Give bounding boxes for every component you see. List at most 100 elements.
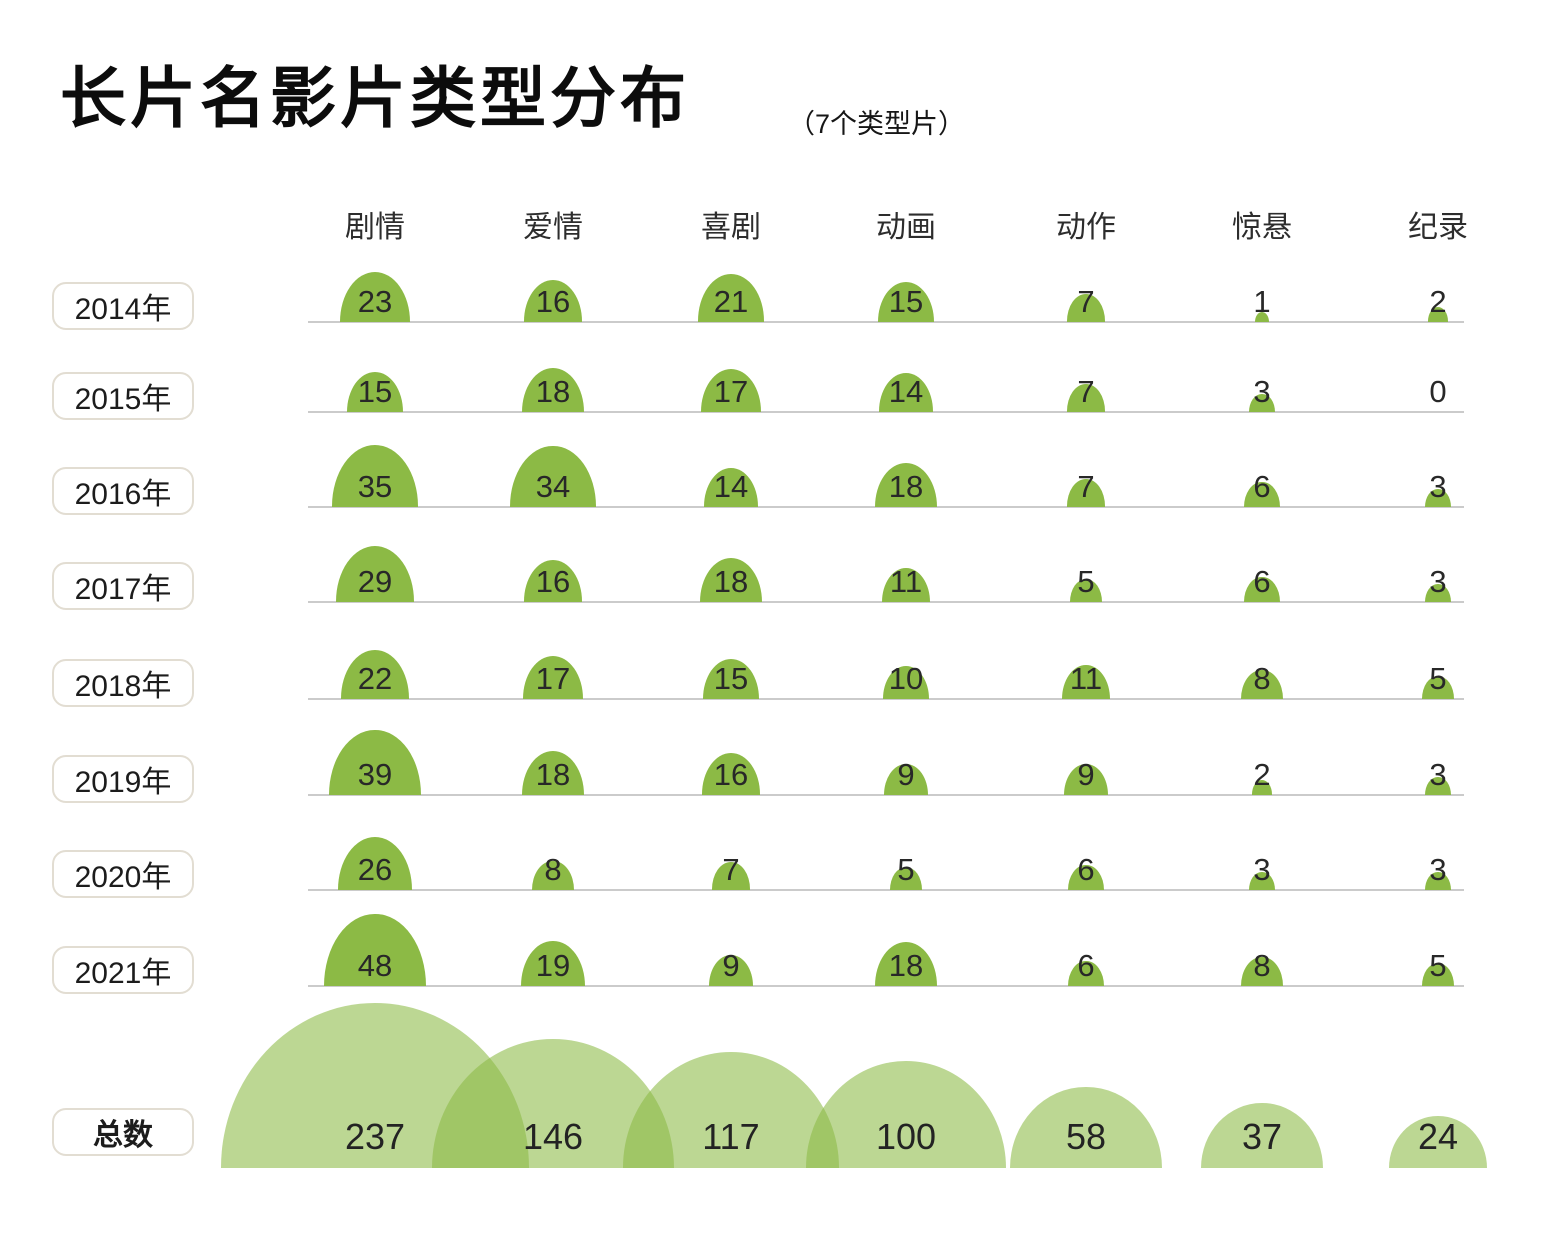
total-value-label: 146 xyxy=(522,1116,584,1157)
value-label: 2 xyxy=(1253,757,1271,792)
value-label: 15 xyxy=(713,661,749,696)
row-baseline xyxy=(308,985,1464,987)
total-pill: 总数 xyxy=(52,1108,194,1156)
value-label: 21 xyxy=(713,284,749,319)
value-label: 3 xyxy=(1253,852,1271,887)
genre-header: 惊悬 xyxy=(1232,211,1292,244)
genre-header: 动作 xyxy=(1056,211,1116,244)
year-pill: 2016年 xyxy=(52,467,194,515)
total-value-label: 237 xyxy=(344,1116,406,1157)
value-label: 14 xyxy=(888,374,924,409)
value-label: 16 xyxy=(713,757,749,792)
dome xyxy=(1069,578,1103,602)
genre-header: 纪录 xyxy=(1408,211,1468,244)
dome xyxy=(889,866,923,890)
value-label: 18 xyxy=(535,757,571,792)
value-label: 7 xyxy=(1077,469,1095,504)
value-label: 17 xyxy=(713,374,749,409)
value-label: 9 xyxy=(1077,757,1095,792)
value-label: 15 xyxy=(357,374,393,409)
year-pill: 2020年 xyxy=(52,850,194,898)
value-label: 16 xyxy=(535,284,571,319)
year-pill: 2018年 xyxy=(52,659,194,707)
total-value-label: 100 xyxy=(875,1116,937,1157)
total-value-label: 24 xyxy=(1417,1116,1459,1157)
value-label: 18 xyxy=(535,374,571,409)
row-baseline xyxy=(308,698,1464,700)
value-label: 29 xyxy=(357,564,393,599)
value-label: 6 xyxy=(1077,948,1095,983)
value-label: 48 xyxy=(357,948,393,983)
value-label: 11 xyxy=(1069,661,1103,696)
genre-header: 剧情 xyxy=(345,211,405,244)
value-label: 9 xyxy=(897,757,915,792)
value-label: 3 xyxy=(1429,564,1447,599)
row-baseline xyxy=(308,506,1464,508)
value-label: 39 xyxy=(357,757,393,792)
value-label: 8 xyxy=(544,852,562,887)
value-label: 10 xyxy=(888,661,924,696)
value-label: 7 xyxy=(1077,284,1095,319)
chart-subtitle: （7个类型片） xyxy=(788,109,966,139)
value-label: 17 xyxy=(535,661,571,696)
value-label: 22 xyxy=(357,661,393,696)
year-pill: 2019年 xyxy=(52,755,194,803)
total-value-label: 37 xyxy=(1241,1116,1283,1157)
dome xyxy=(1251,780,1273,795)
value-label: 15 xyxy=(888,284,924,319)
year-pill: 2015年 xyxy=(52,372,194,420)
dome xyxy=(1421,675,1455,699)
value-label: 7 xyxy=(1077,374,1095,409)
value-label: 6 xyxy=(1253,469,1271,504)
year-pill: 2014年 xyxy=(52,282,194,330)
value-label: 5 xyxy=(1429,661,1447,696)
genre-header: 喜剧 xyxy=(701,211,761,244)
value-label: 18 xyxy=(713,564,749,599)
chart-title: 长片名影片类型分布 xyxy=(60,61,690,135)
row-baseline xyxy=(308,889,1464,891)
dome xyxy=(1249,393,1275,412)
total-value-label: 58 xyxy=(1065,1116,1107,1157)
dome xyxy=(1425,871,1451,890)
value-label: 16 xyxy=(535,564,571,599)
row-baseline xyxy=(308,321,1464,323)
value-label: 14 xyxy=(713,469,749,504)
value-label: 18 xyxy=(888,948,924,983)
value-label: 35 xyxy=(357,469,393,504)
value-label: 19 xyxy=(535,948,571,983)
value-label: 3 xyxy=(1429,757,1447,792)
value-label: 2 xyxy=(1429,284,1447,319)
dome xyxy=(1254,311,1270,322)
year-pill: 2021年 xyxy=(52,946,194,994)
value-label: 3 xyxy=(1429,469,1447,504)
value-label: 5 xyxy=(1077,564,1095,599)
genre-header: 动画 xyxy=(876,211,936,244)
value-label: 26 xyxy=(357,852,393,887)
dome xyxy=(1427,307,1449,322)
value-label: 3 xyxy=(1253,374,1271,409)
value-label: 8 xyxy=(1253,948,1271,983)
genre-header: 爱情 xyxy=(523,211,583,244)
row-baseline xyxy=(308,411,1464,413)
value-label: 6 xyxy=(1253,564,1271,599)
value-label: 7 xyxy=(722,852,740,887)
value-label: 9 xyxy=(722,948,740,983)
value-label: 6 xyxy=(1077,852,1095,887)
dome xyxy=(1249,871,1275,890)
row-baseline xyxy=(308,794,1464,796)
value-label: 5 xyxy=(897,852,915,887)
value-label: 18 xyxy=(888,469,924,504)
value-label: 8 xyxy=(1253,661,1271,696)
total-value-label: 117 xyxy=(702,1116,760,1157)
value-label: 34 xyxy=(535,469,571,504)
year-pill: 2017年 xyxy=(52,562,194,610)
value-label: 1 xyxy=(1253,284,1271,319)
dome xyxy=(1421,962,1455,986)
value-label: 11 xyxy=(889,564,923,599)
dome xyxy=(1425,583,1451,602)
value-label: 0 xyxy=(1429,374,1447,409)
dome xyxy=(1425,776,1451,795)
row-baseline xyxy=(308,601,1464,603)
value-label: 5 xyxy=(1429,948,1447,983)
